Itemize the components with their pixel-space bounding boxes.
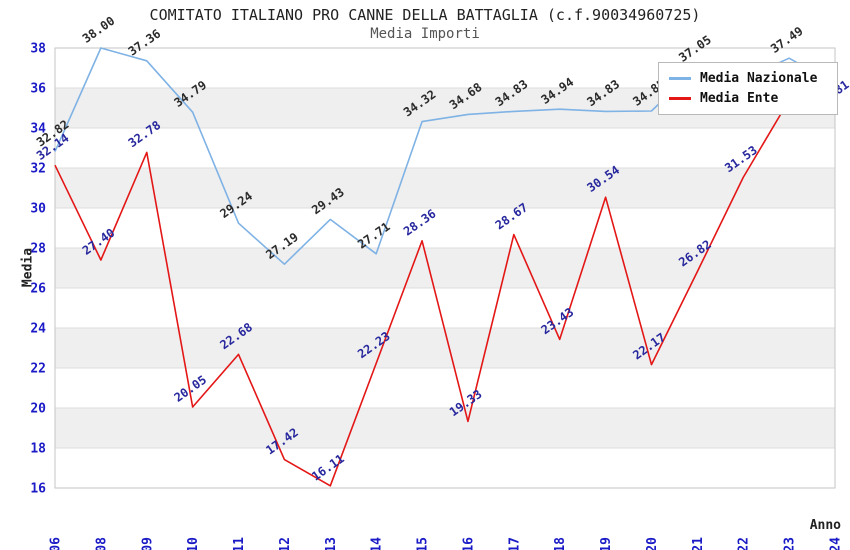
y-tick-label: 20 (30, 402, 46, 417)
x-tick-label: 2012 (278, 537, 293, 550)
y-tick-label: 24 (30, 322, 46, 337)
legend-item-media-ente: Media Ente (669, 88, 827, 108)
x-tick-label: 2018 (553, 537, 568, 550)
x-tick-label: 2024 (829, 537, 844, 550)
media-ente-line-swatch (669, 96, 691, 100)
x-tick-label: 2006 (49, 537, 64, 550)
chart-subtitle: Media Importi (370, 26, 480, 42)
media-nazionale-point-label: 27.71 (355, 219, 393, 251)
y-tick-label: 28 (30, 242, 46, 257)
media-ente-line (54, 99, 836, 487)
legend-label-media-ente: Media Ente (700, 90, 779, 106)
media-ente-point-label: 20.05 (172, 373, 210, 405)
plot-band (55, 408, 835, 448)
legend: Media Nazionale Media Ente (658, 62, 838, 115)
y-axis-title: Media (20, 247, 36, 288)
media-ente-point-label: 16.11 (309, 451, 347, 483)
x-axis-title: Anno (809, 518, 841, 533)
plot-band (55, 248, 835, 288)
x-tick-label: 2017 (507, 537, 522, 550)
chart-title: COMITATO ITALIANO PRO CANNE DELLA BATTAG… (149, 6, 701, 24)
x-tick-label: 2015 (416, 537, 431, 550)
x-tick-label: 2019 (599, 537, 614, 550)
x-tick-label: 2014 (370, 537, 385, 550)
x-tick-label: 2021 (691, 537, 706, 550)
plot-border (54, 47, 836, 489)
x-tick-label: 2016 (461, 537, 476, 550)
y-tick-label: 36 (30, 82, 46, 97)
x-tick-label: 2013 (324, 537, 339, 550)
media-nazionale-line-swatch (669, 76, 691, 80)
y-tick-label: 22 (30, 362, 46, 377)
media-ente-point-label: 28.36 (401, 206, 439, 238)
x-tick-label: 2020 (645, 537, 660, 550)
y-tick-label: 18 (30, 442, 46, 457)
x-tick-label: 2023 (783, 537, 798, 550)
y-tick-label: 38 (30, 42, 46, 57)
plot-band (55, 168, 835, 208)
x-tick-label: 2010 (186, 537, 201, 550)
x-tick-label: 2011 (232, 537, 247, 550)
x-tick-label: 2008 (94, 537, 109, 550)
y-tick-label: 26 (30, 282, 46, 297)
y-tick-label: 16 (30, 482, 46, 497)
y-tick-label: 32 (30, 162, 46, 177)
y-tick-label: 30 (30, 202, 46, 217)
x-tick-label: 2009 (140, 537, 155, 550)
y-tick-label: 34 (30, 122, 46, 137)
legend-label-media-nazionale: Media Nazionale (700, 70, 818, 86)
legend-item-media-nazionale: Media Nazionale (669, 68, 827, 88)
